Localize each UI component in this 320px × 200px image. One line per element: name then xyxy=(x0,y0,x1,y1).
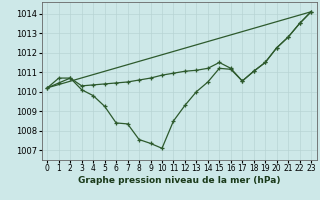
X-axis label: Graphe pression niveau de la mer (hPa): Graphe pression niveau de la mer (hPa) xyxy=(78,176,280,185)
